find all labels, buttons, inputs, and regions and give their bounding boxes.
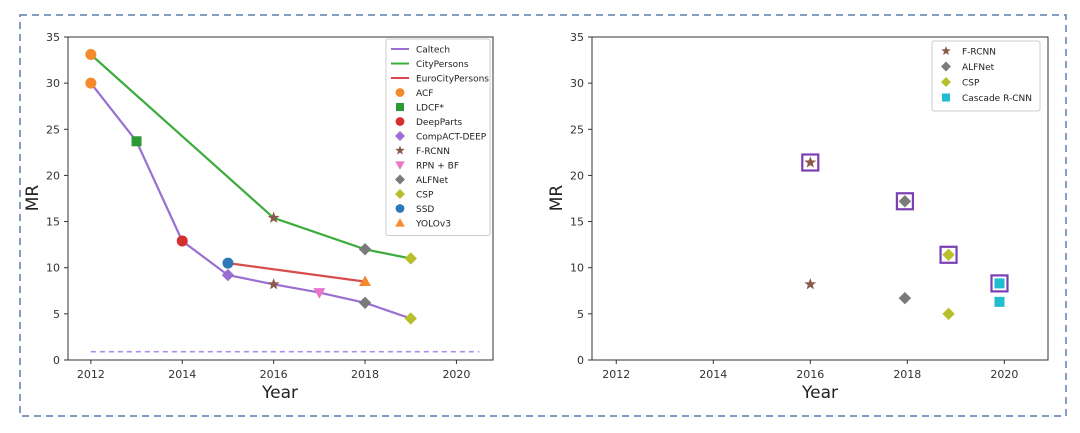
right-point-f-rcnn	[804, 278, 817, 290]
left-point-alfnet	[358, 296, 372, 309]
left-legend-label-ssd: SSD	[416, 205, 434, 215]
left-legend-label-rpn-bf: RPN + BF	[416, 162, 459, 172]
left-series-line-caltech	[89, 82, 412, 320]
left-legend-marker-rpn-bf	[395, 161, 405, 170]
left-y-axis-label: MR	[23, 185, 43, 212]
left-legend-label-alfnet: ALFNet	[416, 176, 449, 186]
right-legend-marker-f-rcnn	[941, 46, 951, 56]
right-y-tick-label: 10	[570, 262, 584, 275]
right-legend-marker-cascade-r-cnn	[942, 93, 950, 102]
left-legend-label-compact-deep: CompACT-DEEP	[416, 133, 487, 143]
left-y-tick-label: 5	[53, 308, 60, 321]
left-legend-marker-yolov3	[395, 218, 405, 227]
left-series-line-citypersons	[90, 53, 411, 260]
left-y-tick-label: 35	[46, 31, 60, 44]
left-legend-marker-ldcf	[396, 103, 404, 111]
left-point-acf	[85, 77, 97, 89]
right-x-tick-label: 2014	[699, 368, 727, 381]
left-point-compact-deep	[221, 268, 235, 282]
left-point-alfnet	[358, 243, 372, 256]
left-legend-marker-deepparts	[395, 117, 405, 126]
right-highlight-box-f-rcnn	[801, 153, 820, 172]
right-point-alfnet	[898, 291, 912, 305]
right-point-alfnet	[898, 195, 912, 208]
left-legend-marker-f-rcnn	[395, 145, 405, 155]
right-y-tick-label: 5	[577, 308, 584, 321]
left-legend-label-caltech: Caltech	[416, 46, 450, 56]
left-y-tick-label: 20	[46, 169, 60, 182]
left-point-yolov3	[359, 275, 372, 287]
right-point-cascade-r-cnn	[994, 278, 1005, 289]
right-y-tick-label: 35	[570, 31, 584, 44]
left-y-tick-label: 10	[46, 262, 60, 275]
left-point-ldcf	[131, 136, 142, 147]
right-legend-label-cascade-r-cnn: Cascade R-CNN	[962, 94, 1032, 104]
left-legend-label-deepparts: DeepParts	[416, 118, 462, 128]
right-legend-label-csp: CSP	[962, 79, 980, 89]
right-y-tick-label: 20	[570, 169, 584, 182]
left-x-tick-label: 2016	[260, 368, 288, 381]
right-x-tick-label: 2020	[990, 368, 1018, 381]
left-y-tick-label: 0	[53, 354, 60, 367]
left-chart: MR Year 0 5 10 15 20 25 30 35 2012 2014 2016 2018 20…	[23, 31, 494, 403]
right-legend-box	[931, 40, 1041, 112]
left-legend-box	[385, 38, 491, 236]
right-y-tick-label: 25	[570, 123, 584, 136]
right-point-f-rcnn	[804, 156, 817, 168]
right-highlight-box-csp	[939, 245, 958, 264]
right-legend-label-f-rcnn: F-RCNN	[962, 48, 996, 58]
left-y-tick-label: 25	[46, 123, 60, 136]
left-point-deepparts	[176, 235, 188, 247]
figure-frame	[19, 14, 1067, 417]
left-point-f-rcnn	[267, 278, 280, 290]
right-point-csp	[942, 307, 955, 321]
left-legend-marker-ssd	[395, 204, 405, 213]
left-series-line-eurocitypersons	[227, 262, 366, 283]
right-highlight-box-alfnet	[895, 192, 914, 211]
right-y-tick-label: 15	[570, 216, 584, 229]
left-point-ssd	[222, 257, 234, 269]
left-x-tick-label: 2018	[351, 368, 379, 381]
left-legend-label-eurocitypersons: EuroCityPersons	[416, 75, 489, 85]
left-x-tick-label: 2020	[442, 368, 470, 381]
left-legend-label-csp: CSP	[416, 191, 434, 201]
left-legend-label-acf: ACF	[416, 89, 433, 99]
left-legend-label-citypersons: CityPersons	[416, 60, 469, 70]
left-point-csp	[404, 312, 417, 325]
left-legend-marker-alfnet	[395, 174, 405, 185]
right-x-tick-label: 2018	[893, 368, 921, 381]
right-point-csp	[942, 248, 955, 261]
right-x-axis-label: Year	[801, 383, 838, 403]
left-x-axis-label: Year	[261, 383, 298, 403]
right-chart: MR Year 0 5 10 15 20 25 30 35 2012 2014 2016 2018 20…	[547, 31, 1049, 403]
right-legend-marker-alfnet	[941, 61, 951, 72]
right-y-axis-label: MR	[547, 185, 567, 212]
left-legend-marker-acf	[395, 88, 405, 97]
left-x-tick-label: 2012	[77, 368, 105, 381]
left-y-tick-label: 15	[46, 216, 60, 229]
right-x-tick-label: 2012	[602, 368, 630, 381]
left-legend-label-ldcf: LDCF*	[416, 104, 444, 114]
left-y-tick-label: 30	[46, 77, 60, 90]
right-y-tick-label: 0	[577, 354, 584, 367]
left-legend-label-f-rcnn: F-RCNN	[416, 147, 450, 157]
left-legend-marker-compact-deep	[395, 131, 405, 141]
left-point-acf	[85, 49, 97, 61]
right-x-tick-label: 2016	[796, 368, 824, 381]
left-point-csp	[404, 252, 417, 265]
right-legend-marker-csp	[941, 77, 951, 87]
right-legend-label-alfnet: ALFNet	[962, 63, 995, 73]
left-legend-label-yolov3: YOLOv3	[415, 220, 451, 230]
right-highlight-box-cascade-r-cnn	[990, 274, 1009, 293]
right-y-tick-label: 30	[570, 77, 584, 90]
left-point-rpn-bf	[313, 288, 326, 299]
left-point-f-rcnn	[267, 211, 280, 223]
right-point-cascade-r-cnn	[994, 296, 1005, 307]
left-legend-marker-csp	[395, 189, 405, 199]
left-x-tick-label: 2014	[168, 368, 196, 381]
